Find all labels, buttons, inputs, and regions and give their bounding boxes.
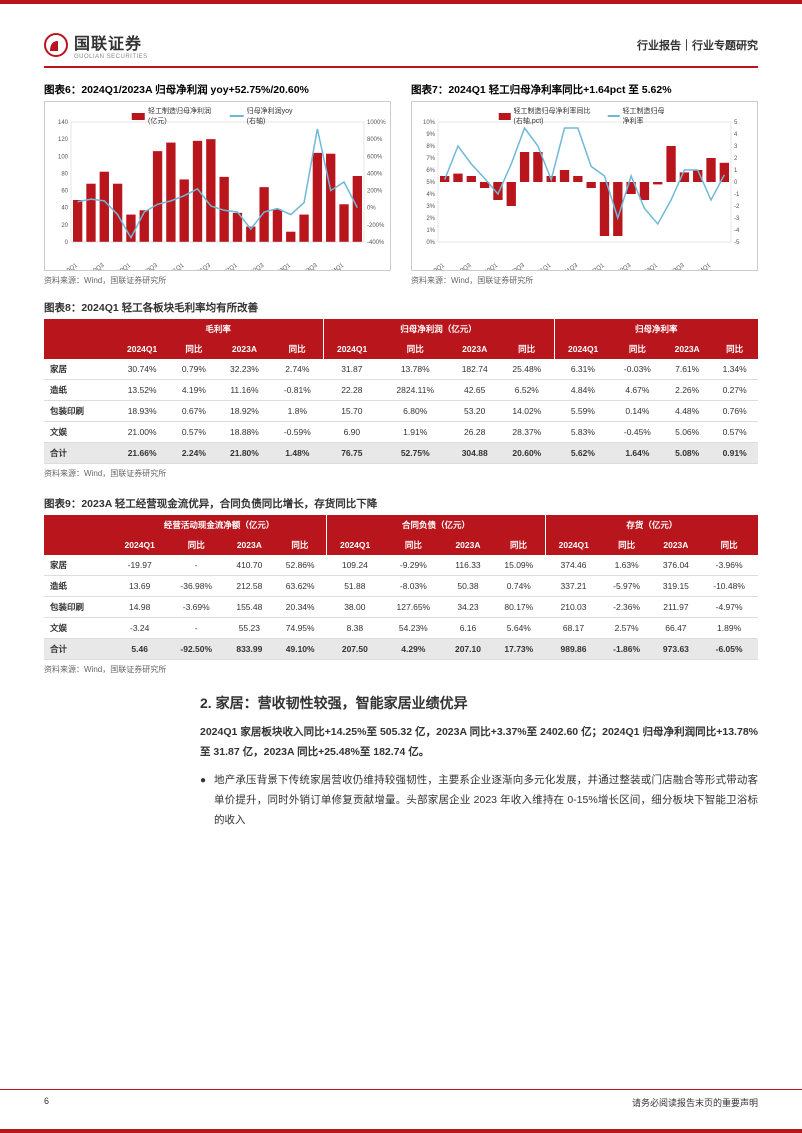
svg-text:2024Q1: 2024Q1 [324, 262, 345, 270]
svg-text:2021Q1: 2021Q1 [164, 262, 185, 270]
svg-text:20: 20 [61, 223, 68, 229]
svg-text:2022Q1: 2022Q1 [218, 262, 239, 270]
svg-text:800%: 800% [367, 137, 383, 143]
chart7-source: 资料来源：Wind，国联证券研究所 [411, 275, 758, 286]
chart7-legend-bar: 轻工制造归母净利率同比 (右轴,pct) [514, 106, 598, 126]
svg-text:-5: -5 [734, 240, 740, 246]
svg-text:4: 4 [734, 132, 738, 138]
svg-text:0: 0 [734, 180, 738, 186]
svg-text:2: 2 [734, 156, 738, 162]
svg-text:9%: 9% [426, 132, 435, 138]
svg-text:1000%: 1000% [367, 120, 386, 126]
table8-source: 资料来源：Wind，国联证券研究所 [44, 468, 758, 479]
chart6-title: 图表6：2024Q1/2023A 归母净利润 yoy+52.75%/20.60% [44, 82, 391, 97]
table9-source: 资料来源：Wind，国联证券研究所 [44, 664, 758, 675]
svg-text:10%: 10% [423, 120, 436, 126]
page-footer: 6 请务必阅读报告末页的重要声明 [0, 1089, 802, 1109]
logo-icon [44, 33, 68, 57]
page-number: 6 [44, 1096, 49, 1109]
chart7-svg: 0% 1% 2% 3% 4% 5% 6% 7% 8% 9% 10% -5 -4 -3 -2 -1 0 1 2 3 4 5 2… [412, 102, 757, 270]
chart-7: 图表7：2024Q1 轻工归母净利率同比+1.64pct 至 5.62% 轻工制… [411, 82, 758, 286]
section2-p1: 2024Q1 家居板块收入同比+14.25%至 505.32 亿，2023A 同… [200, 723, 758, 763]
logo: 国联证券 GUOLIAN SECURITIES [44, 30, 148, 60]
table8: 毛利率归母净利润（亿元）归母净利率2024Q1同比2023A同比2024Q1同比… [44, 319, 758, 464]
svg-text:2020Q3: 2020Q3 [138, 262, 159, 270]
svg-text:2023Q1: 2023Q1 [271, 262, 292, 270]
svg-text:2023Q1: 2023Q1 [638, 262, 659, 270]
chart6-legend-line: 归母净利润yoy (右轴) [247, 106, 304, 126]
svg-text:200%: 200% [367, 189, 383, 195]
section2-heading: 2. 家居：营收韧性较强，智能家居业绩优异 [200, 693, 758, 713]
svg-text:2020Q1: 2020Q1 [478, 262, 499, 270]
svg-text:0%: 0% [426, 240, 435, 246]
svg-text:2023Q3: 2023Q3 [298, 262, 319, 270]
svg-text:2019Q1: 2019Q1 [425, 262, 446, 270]
bullet-icon: ● [200, 771, 206, 831]
svg-text:60: 60 [61, 189, 68, 195]
svg-text:4%: 4% [426, 192, 435, 198]
table9-title: 图表9：2023A 轻工经营现金流优异，合同负债同比增长，存货同比下降 [44, 496, 758, 511]
svg-text:2%: 2% [426, 216, 435, 222]
svg-text:5: 5 [734, 120, 738, 126]
svg-text:2022Q3: 2022Q3 [611, 262, 632, 270]
svg-text:600%: 600% [367, 154, 383, 160]
svg-text:40: 40 [61, 206, 68, 212]
svg-text:-1: -1 [734, 192, 740, 198]
svg-text:80: 80 [61, 171, 68, 177]
svg-text:5%: 5% [426, 180, 435, 186]
svg-text:-200%: -200% [367, 223, 385, 229]
table9: 经营活动现金流净额（亿元）合同负债（亿元）存货（亿元）2024Q1同比2023A… [44, 515, 758, 660]
svg-text:3: 3 [734, 144, 738, 150]
svg-text:140: 140 [58, 120, 69, 126]
chart-6: 图表6：2024Q1/2023A 归母净利润 yoy+52.75%/20.60%… [44, 82, 391, 286]
svg-text:6%: 6% [426, 168, 435, 174]
chart6-source: 资料来源：Wind，国联证券研究所 [44, 275, 391, 286]
svg-text:100: 100 [58, 154, 69, 160]
svg-text:2021Q3: 2021Q3 [558, 262, 579, 270]
svg-text:7%: 7% [426, 156, 435, 162]
svg-text:-4: -4 [734, 228, 740, 234]
table8-title: 图表8：2024Q1 轻工各板块毛利率均有所改善 [44, 300, 758, 315]
svg-text:2023Q3: 2023Q3 [665, 262, 686, 270]
chart7-legend-line: 轻工制造归母净利率 [623, 106, 671, 126]
svg-text:0%: 0% [367, 206, 376, 212]
svg-text:2020Q1: 2020Q1 [111, 262, 132, 270]
svg-text:2022Q3: 2022Q3 [244, 262, 265, 270]
svg-text:2019Q3: 2019Q3 [452, 262, 473, 270]
svg-text:1: 1 [734, 168, 738, 174]
company-name-cn: 国联证券 [74, 30, 148, 54]
header-category: 行业报告｜行业专题研究 [637, 37, 758, 53]
chart6-legend-bar: 轻工制造归母净利润 (亿元) [148, 106, 220, 126]
svg-text:2022Q1: 2022Q1 [585, 262, 606, 270]
section2-bullet: 地产承压背景下传统家居营收仍维持较强韧性，主要系企业逐渐向多元化发展，并通过整装… [214, 771, 758, 831]
svg-text:2019Q3: 2019Q3 [85, 262, 106, 270]
svg-text:3%: 3% [426, 204, 435, 210]
svg-text:8%: 8% [426, 144, 435, 150]
svg-text:2019Q1: 2019Q1 [58, 262, 79, 270]
svg-text:120: 120 [58, 137, 69, 143]
svg-text:2021Q3: 2021Q3 [191, 262, 212, 270]
footer-disclaimer: 请务必阅读报告末页的重要声明 [632, 1096, 758, 1109]
svg-text:0: 0 [65, 240, 69, 246]
svg-text:400%: 400% [367, 171, 383, 177]
svg-text:-2: -2 [734, 204, 740, 210]
company-name-en: GUOLIAN SECURITIES [74, 54, 148, 60]
chart7-title: 图表7：2024Q1 轻工归母净利率同比+1.64pct 至 5.62% [411, 82, 758, 97]
svg-text:-400%: -400% [367, 240, 385, 246]
page-header: 国联证券 GUOLIAN SECURITIES 行业报告｜行业专题研究 [44, 30, 758, 68]
svg-text:2020Q3: 2020Q3 [505, 262, 526, 270]
svg-text:-3: -3 [734, 216, 740, 222]
svg-text:2024Q1: 2024Q1 [691, 262, 712, 270]
svg-text:2021Q1: 2021Q1 [531, 262, 552, 270]
chart6-svg: 0 20 40 60 80 100 120 140 -400% -200% 0% 200% 400% 60… [45, 102, 390, 270]
svg-text:1%: 1% [426, 228, 435, 234]
